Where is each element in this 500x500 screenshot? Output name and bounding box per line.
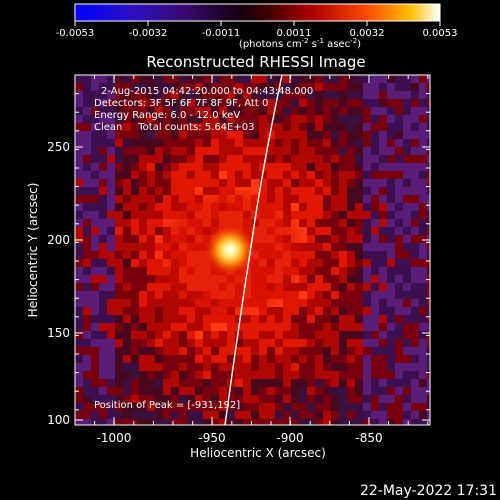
peak-source [204, 224, 256, 276]
axis-ticks: -1000 -950 -900 -850 100 150 200 250 [47, 74, 430, 445]
plot-title: Reconstructed RHESSI Image [146, 53, 365, 71]
image-area [75, 75, 430, 425]
x-tick-label: -1000 [97, 431, 132, 445]
info-time-range: 2-Aug-2015 04:42:20.000 to 04:43:48.000 [101, 86, 313, 97]
colorbar-gradient [74, 3, 441, 22]
colorbar: -0.0053 -0.0032 -0.0011 0.0011 0.0032 0.0053 … [56, 3, 458, 50]
x-tick-label: -950 [198, 431, 225, 445]
peak-position: Position of Peak = [-931,192] [94, 400, 240, 411]
colorbar-tick-label: 0.0011 [277, 28, 312, 39]
footer-timestamp: 22-May-2022 17:31 [360, 483, 497, 499]
colorbar-units: (photons cm-2 s-1 asec-2) [239, 37, 361, 50]
y-tick-label: 200 [47, 233, 70, 247]
colorbar-tick-label: -0.0032 [129, 28, 168, 39]
info-energy-range: Energy Range: 6.0 - 12.0 keV [94, 110, 240, 121]
colorbar-tick-label: -0.0011 [202, 28, 241, 39]
y-tick-label: 150 [47, 326, 70, 340]
x-tick-label: -900 [276, 431, 303, 445]
y-axis-label: Heliocentric Y (arcsec) [26, 183, 40, 318]
y-tick-label: 250 [47, 140, 70, 154]
x-axis-label: Heliocentric X (arcsec) [190, 446, 326, 460]
info-clean-counts: Clean Total counts: 5.64E+03 [94, 122, 254, 133]
colorbar-tick-label: -0.0053 [56, 28, 95, 39]
y-tick-label: 100 [47, 413, 70, 427]
info-block: 2-Aug-2015 04:42:20.000 to 04:43:48.000 … [94, 86, 313, 133]
colorbar-tick-label: 0.0053 [423, 28, 458, 39]
info-detectors: Detectors: 3F 5F 6F 7F 8F 9F, Att 0 [94, 98, 268, 109]
plot-frame [74, 74, 431, 426]
colorbar-tick-label: 0.0032 [350, 28, 385, 39]
x-tick-label: -850 [355, 431, 382, 445]
solar-limb [224, 75, 283, 425]
